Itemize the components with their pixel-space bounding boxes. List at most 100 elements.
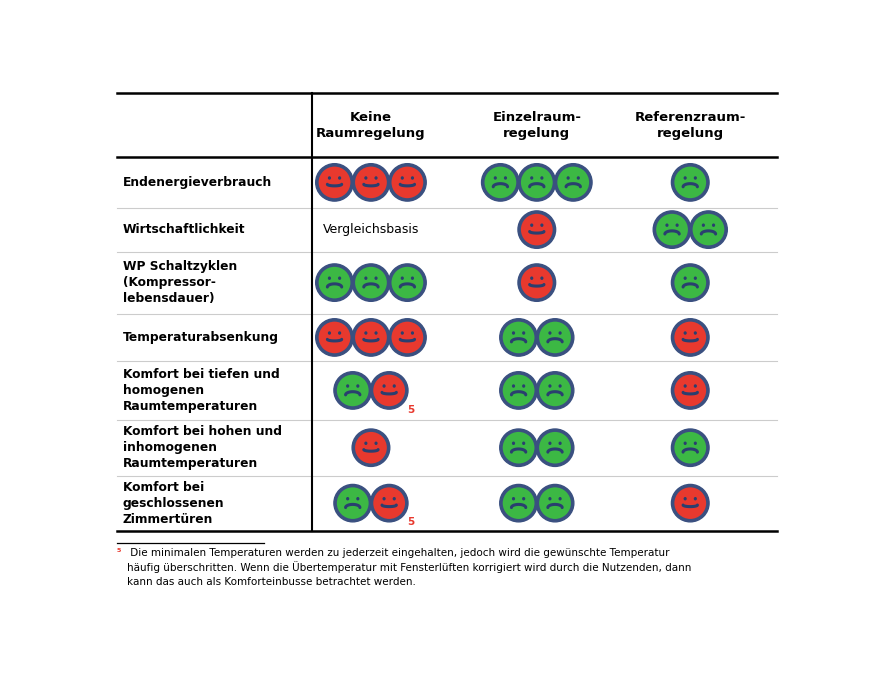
Ellipse shape: [548, 332, 551, 335]
Circle shape: [671, 264, 709, 301]
Ellipse shape: [502, 375, 535, 406]
Ellipse shape: [539, 321, 571, 353]
Ellipse shape: [364, 332, 367, 335]
Ellipse shape: [401, 176, 404, 180]
Ellipse shape: [411, 276, 414, 280]
Ellipse shape: [530, 276, 534, 280]
Ellipse shape: [374, 441, 378, 445]
Circle shape: [500, 485, 537, 522]
Ellipse shape: [392, 166, 423, 198]
Ellipse shape: [328, 176, 331, 180]
Circle shape: [316, 264, 353, 301]
Circle shape: [518, 164, 555, 201]
Ellipse shape: [558, 384, 562, 388]
Ellipse shape: [337, 487, 369, 519]
Ellipse shape: [374, 276, 378, 280]
Text: Einzelraum-
regelung: Einzelraum- regelung: [493, 111, 582, 140]
Ellipse shape: [357, 497, 359, 501]
Ellipse shape: [338, 176, 341, 180]
Text: Komfort bei hohen und
inhomogenen
Raumtemperaturen: Komfort bei hohen und inhomogenen Raumte…: [123, 425, 282, 470]
Text: Keine
Raumregelung: Keine Raumregelung: [317, 111, 426, 140]
Circle shape: [555, 164, 592, 201]
Ellipse shape: [502, 487, 535, 519]
Circle shape: [316, 319, 353, 356]
Ellipse shape: [656, 214, 688, 245]
Ellipse shape: [576, 176, 580, 180]
Ellipse shape: [674, 267, 706, 299]
Ellipse shape: [328, 332, 331, 335]
Ellipse shape: [684, 441, 687, 445]
Ellipse shape: [392, 267, 423, 299]
Circle shape: [518, 211, 555, 248]
Ellipse shape: [694, 176, 697, 180]
Ellipse shape: [318, 321, 351, 353]
Ellipse shape: [541, 276, 543, 280]
Ellipse shape: [684, 332, 687, 335]
Ellipse shape: [502, 432, 535, 464]
Ellipse shape: [674, 375, 706, 406]
Circle shape: [371, 485, 408, 522]
Ellipse shape: [694, 441, 697, 445]
Ellipse shape: [512, 384, 515, 388]
Text: Die minimalen Temperaturen werden zu jederzeit eingehalten, jedoch wird die gewü: Die minimalen Temperaturen werden zu jed…: [126, 547, 691, 586]
Text: Komfort bei tiefen und
homogenen
Raumtemperaturen: Komfort bei tiefen und homogenen Raumtem…: [123, 368, 280, 413]
Text: Endenergieverbrauch: Endenergieverbrauch: [123, 176, 272, 189]
Ellipse shape: [712, 224, 715, 227]
Ellipse shape: [521, 166, 553, 198]
Ellipse shape: [530, 176, 534, 180]
Ellipse shape: [485, 166, 516, 198]
Ellipse shape: [355, 267, 387, 299]
Ellipse shape: [364, 176, 367, 180]
Ellipse shape: [522, 384, 525, 388]
Ellipse shape: [694, 384, 697, 388]
Ellipse shape: [392, 497, 396, 501]
Ellipse shape: [521, 214, 553, 245]
Ellipse shape: [392, 384, 396, 388]
Ellipse shape: [684, 176, 687, 180]
Ellipse shape: [411, 332, 414, 335]
Text: WP Schaltzyklen
(Kompressor-
lebensdauer): WP Schaltzyklen (Kompressor- lebensdauer…: [123, 260, 237, 305]
Ellipse shape: [665, 224, 669, 227]
Circle shape: [316, 164, 353, 201]
Ellipse shape: [502, 321, 535, 353]
Ellipse shape: [512, 497, 515, 501]
Ellipse shape: [684, 276, 687, 280]
Text: Wirtschaftlichkeit: Wirtschaftlichkeit: [123, 223, 245, 236]
Ellipse shape: [328, 276, 331, 280]
Ellipse shape: [383, 497, 385, 501]
Ellipse shape: [684, 384, 687, 388]
Circle shape: [653, 211, 691, 248]
Ellipse shape: [401, 276, 404, 280]
Circle shape: [371, 372, 408, 409]
Text: Referenzraum-
regelung: Referenzraum- regelung: [635, 111, 746, 140]
Circle shape: [518, 264, 555, 301]
Ellipse shape: [522, 441, 525, 445]
Circle shape: [536, 372, 574, 409]
Ellipse shape: [548, 497, 551, 501]
Ellipse shape: [374, 176, 378, 180]
Ellipse shape: [694, 497, 697, 501]
Text: ⁵: ⁵: [117, 547, 121, 557]
Ellipse shape: [694, 332, 697, 335]
Text: 5: 5: [407, 518, 415, 527]
Circle shape: [352, 429, 390, 466]
Ellipse shape: [504, 176, 507, 180]
Ellipse shape: [541, 224, 543, 227]
Ellipse shape: [373, 375, 405, 406]
Circle shape: [352, 319, 390, 356]
Ellipse shape: [522, 332, 525, 335]
Circle shape: [481, 164, 519, 201]
Ellipse shape: [337, 375, 369, 406]
Circle shape: [334, 485, 371, 522]
Ellipse shape: [338, 276, 341, 280]
Ellipse shape: [558, 497, 562, 501]
Ellipse shape: [539, 375, 571, 406]
Ellipse shape: [674, 432, 706, 464]
Text: Temperaturabsenkung: Temperaturabsenkung: [123, 331, 279, 344]
Ellipse shape: [355, 432, 387, 464]
Ellipse shape: [521, 267, 553, 299]
Ellipse shape: [374, 332, 378, 335]
Ellipse shape: [558, 332, 562, 335]
Circle shape: [389, 164, 426, 201]
Ellipse shape: [318, 166, 351, 198]
